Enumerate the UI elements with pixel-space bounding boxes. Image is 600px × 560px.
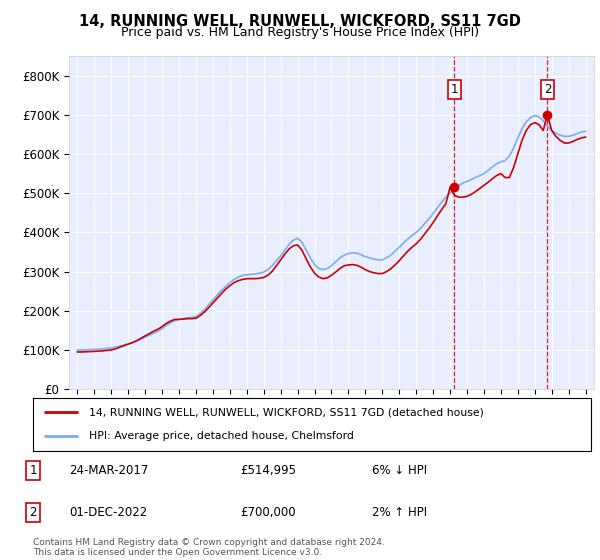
Text: 2: 2 [29, 506, 37, 519]
Text: £700,000: £700,000 [240, 506, 296, 519]
Text: HPI: Average price, detached house, Chelmsford: HPI: Average price, detached house, Chel… [89, 431, 353, 441]
Text: Price paid vs. HM Land Registry's House Price Index (HPI): Price paid vs. HM Land Registry's House … [121, 26, 479, 39]
Text: Contains HM Land Registry data © Crown copyright and database right 2024.
This d: Contains HM Land Registry data © Crown c… [33, 538, 385, 557]
Text: 1: 1 [451, 83, 458, 96]
Text: 01-DEC-2022: 01-DEC-2022 [69, 506, 147, 519]
Text: 2% ↑ HPI: 2% ↑ HPI [372, 506, 427, 519]
Text: 6% ↓ HPI: 6% ↓ HPI [372, 464, 427, 477]
Text: 14, RUNNING WELL, RUNWELL, WICKFORD, SS11 7GD: 14, RUNNING WELL, RUNWELL, WICKFORD, SS1… [79, 14, 521, 29]
Text: 1: 1 [29, 464, 37, 477]
Text: £514,995: £514,995 [240, 464, 296, 477]
Text: 14, RUNNING WELL, RUNWELL, WICKFORD, SS11 7GD (detached house): 14, RUNNING WELL, RUNWELL, WICKFORD, SS1… [89, 408, 484, 418]
Text: 2: 2 [544, 83, 551, 96]
Text: 24-MAR-2017: 24-MAR-2017 [69, 464, 148, 477]
